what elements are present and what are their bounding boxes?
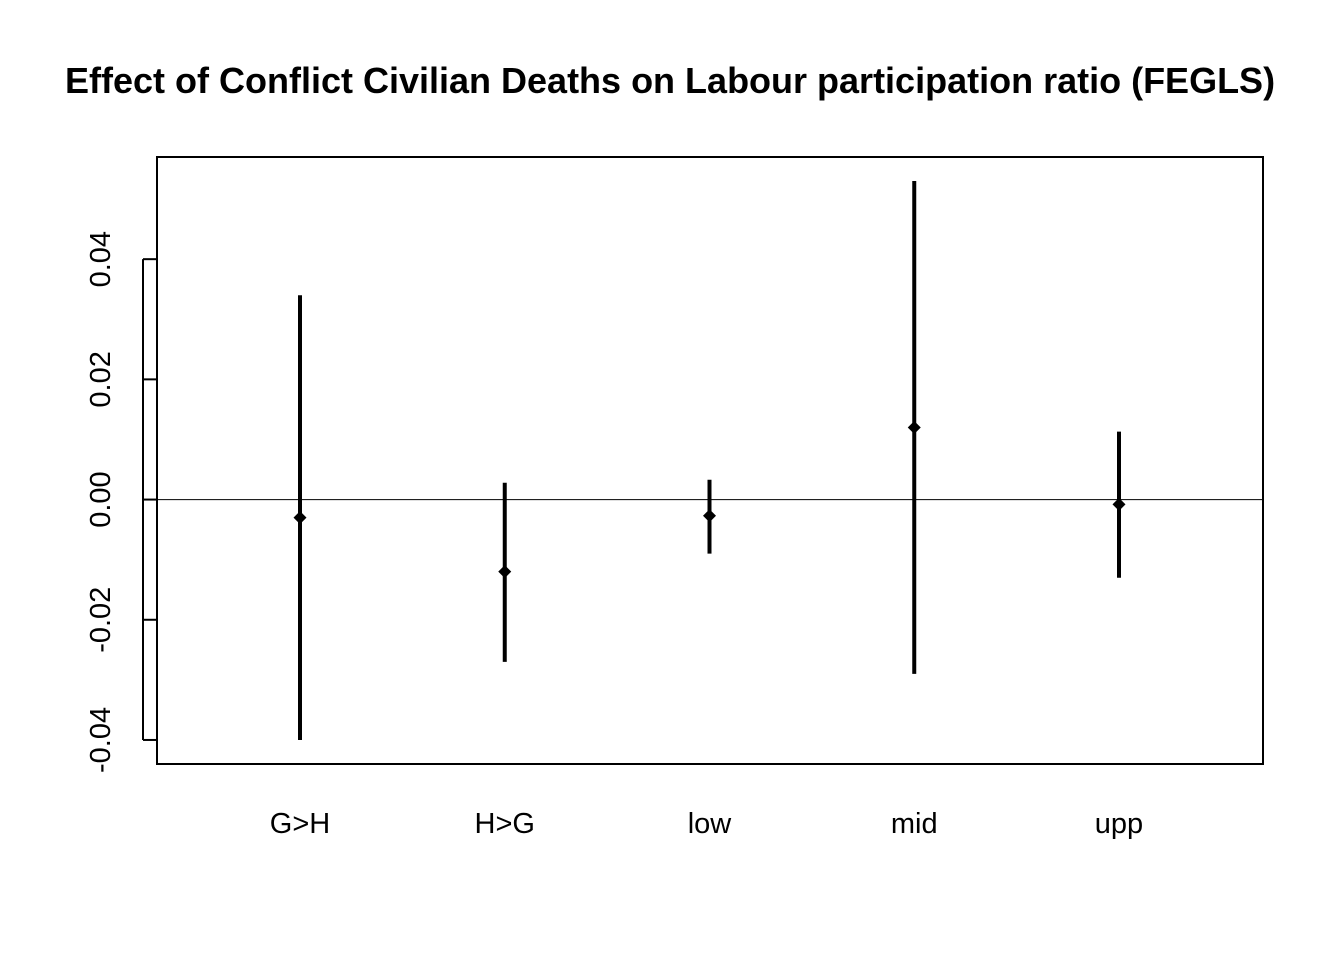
point-estimate bbox=[498, 565, 512, 579]
point-estimate bbox=[907, 420, 921, 434]
point-estimate bbox=[293, 511, 307, 525]
x-tick-label: G>H bbox=[270, 808, 330, 840]
y-tick-label: -0.02 bbox=[85, 587, 117, 653]
y-tick-label: 0.00 bbox=[85, 471, 117, 527]
point-estimate bbox=[703, 509, 716, 523]
y-tick-label: 0.04 bbox=[85, 231, 117, 287]
y-tick-label: -0.04 bbox=[85, 707, 117, 773]
x-tick-label: low bbox=[688, 808, 733, 840]
y-tick-label: 0.02 bbox=[85, 351, 117, 407]
marks-layer bbox=[293, 181, 1126, 740]
x-tick-label: mid bbox=[891, 808, 938, 840]
x-tick-label: H>G bbox=[475, 808, 535, 840]
x-axis: G>H H>G low mid upp bbox=[270, 808, 1143, 840]
y-axis: -0.04 -0.02 0.00 0.02 0.04 bbox=[85, 231, 157, 773]
point-estimate bbox=[1112, 497, 1126, 511]
x-tick-label: upp bbox=[1095, 808, 1143, 840]
plot-frame bbox=[156, 156, 1264, 765]
chart-title: Effect of Conflict Civilian Deaths on La… bbox=[65, 60, 1275, 101]
